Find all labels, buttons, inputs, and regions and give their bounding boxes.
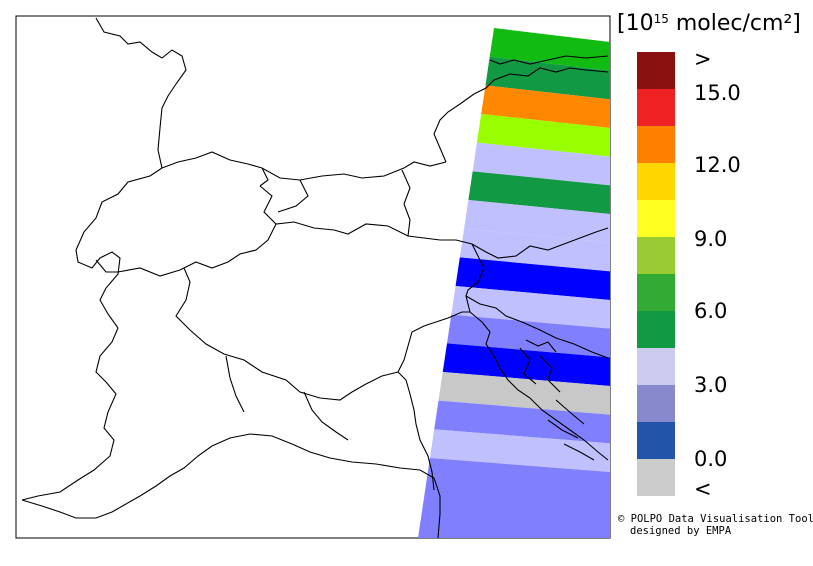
swath-row — [429, 429, 610, 472]
coast-ligurian — [21, 433, 441, 539]
legend-swatch — [637, 163, 675, 200]
border-italy-inner — [225, 355, 349, 441]
border-italy-north-regions — [175, 267, 399, 401]
border-slovenia-croatia — [465, 295, 609, 359]
legend-label-12: 12.0 — [694, 153, 741, 177]
swath-row — [476, 114, 610, 157]
swath-row — [434, 400, 610, 444]
legend-swatch — [637, 89, 675, 126]
satellite-swath — [418, 28, 610, 538]
border-france-switzerland — [75, 167, 163, 329]
legend-swatch — [637, 385, 675, 422]
swath-row — [481, 85, 610, 128]
swath-row — [459, 228, 610, 272]
coast-croatia-islands — [519, 339, 595, 461]
legend-label-3: 3.0 — [694, 373, 727, 397]
legend-swatch — [637, 126, 675, 163]
legend-label-less: < — [694, 477, 712, 501]
border-switzerland-italy — [259, 185, 609, 259]
swath-row — [418, 458, 610, 538]
credit-line-1: © POLPO Data Visualisation Tool — [618, 513, 813, 525]
legend-units-open: [ — [617, 11, 626, 36]
swath-row — [485, 56, 610, 100]
legend-label-0: 0.0 — [694, 447, 727, 471]
legend-labels: > 15.0 12.0 9.0 6.0 3.0 0.0 < — [694, 47, 741, 501]
legend-units-exponent: 15 — [654, 12, 669, 26]
coast-adriatic-west — [397, 371, 435, 491]
credit-line-2: designed by EMPA — [630, 525, 732, 537]
border-france-north — [95, 17, 187, 169]
legend-swatch — [637, 200, 675, 237]
legend-swatch — [637, 422, 675, 459]
legend-label-6: 6.0 — [694, 299, 727, 323]
swath-row — [464, 200, 610, 243]
border-switzerland-west — [95, 223, 277, 277]
legend-swatch — [637, 237, 675, 274]
border-france-italy — [21, 327, 119, 501]
legend-colorbar — [637, 52, 675, 496]
legend-label-greater: > — [694, 47, 712, 71]
swath-row — [451, 286, 610, 329]
legend-swatch — [637, 52, 675, 89]
legend-units-rest: molec/cm² — [669, 11, 792, 36]
boundaries — [21, 17, 609, 539]
coast-adriatic-north — [397, 311, 470, 373]
border-austria-italy — [259, 167, 411, 237]
swath-row — [472, 142, 610, 186]
legend-swatch — [637, 274, 675, 311]
swath-row — [442, 343, 610, 386]
swath-row — [455, 257, 610, 300]
legend-swatch — [637, 311, 675, 348]
swath-row — [489, 28, 610, 71]
coast-istria — [481, 321, 609, 461]
border-germany-austria — [433, 67, 609, 163]
swath-row — [438, 372, 610, 415]
legend-label-9: 9.0 — [694, 227, 727, 251]
border-czech — [489, 55, 609, 65]
legend-units-base: 10 — [626, 11, 654, 36]
legend-units-title: [1015 molec/cm²] — [617, 11, 801, 36]
swath-row — [468, 171, 610, 214]
legend-swatch — [637, 459, 675, 496]
legend-units-close: ] — [792, 11, 801, 36]
legend-label-15: 15.0 — [694, 81, 741, 105]
legend-swatch — [637, 348, 675, 385]
